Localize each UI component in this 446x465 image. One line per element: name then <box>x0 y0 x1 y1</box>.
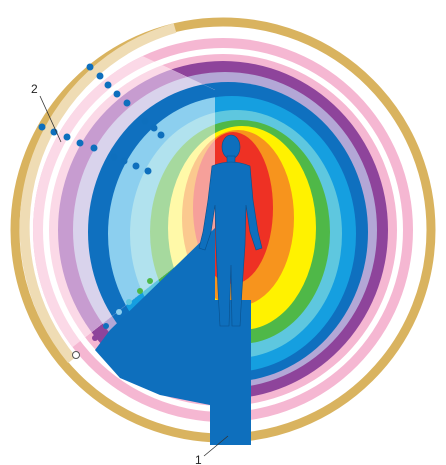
human-figure <box>198 134 263 327</box>
ring-marker <box>72 351 80 359</box>
callout-2-leader <box>39 95 62 143</box>
dotted-line-lower <box>38 123 152 175</box>
outer-ring-faded-arc <box>19 23 177 364</box>
dotted-line-upper <box>86 63 165 139</box>
callout-1-leader <box>203 435 229 457</box>
dotted-line-bottom <box>92 278 153 341</box>
callout-1-label: 1 <box>195 453 202 465</box>
stem <box>210 330 251 445</box>
callout-2-label: 2 <box>31 82 38 96</box>
